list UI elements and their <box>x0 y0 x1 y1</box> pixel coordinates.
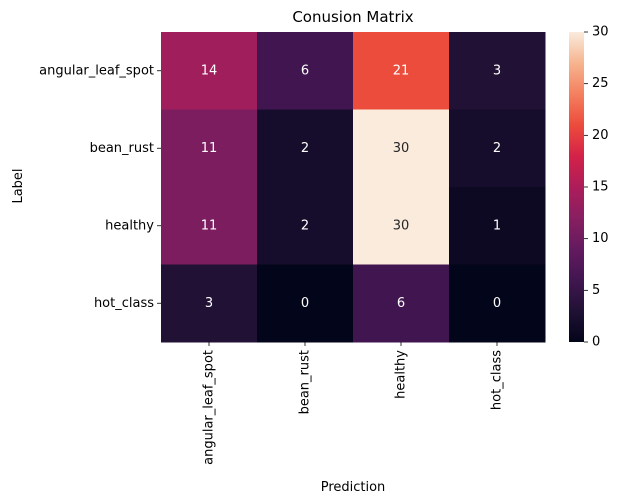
cell-value-label: 6 <box>397 296 405 311</box>
cell-value-label: 2 <box>493 141 501 156</box>
heatmap-cell <box>449 32 546 110</box>
cell-value-label: 21 <box>393 63 410 78</box>
cell-value-label: 11 <box>201 218 218 233</box>
colorbar-tick-label: 25 <box>592 76 609 91</box>
colorbar-gradient <box>569 32 584 342</box>
heatmap-cell <box>353 32 450 110</box>
cell-value-label: 30 <box>393 141 410 156</box>
colorbar: 0 5 10 15 20 25 30 <box>569 25 609 350</box>
y-tick-label: angular_leaf_spot <box>39 63 154 78</box>
heatmap-cell <box>161 109 258 188</box>
cell-value-label: 2 <box>301 218 309 233</box>
x-tick-label: bean_rust <box>298 350 313 414</box>
x-tick-label: hot_class <box>490 350 505 410</box>
cell-value-label: 6 <box>301 63 309 78</box>
x-tick-labels: angular_leaf_spot bean_rust healthy hot_cla… <box>202 342 505 465</box>
cell-value-label: 11 <box>201 141 218 156</box>
x-tick-label: angular_leaf_spot <box>202 350 217 465</box>
heatmap-cell <box>257 187 354 265</box>
heatmap-cells: 14 6 21 311 2 30 211 2 30 13 0 6 0 <box>161 32 546 343</box>
y-tick-label: bean_rust <box>90 141 154 156</box>
cell-value-label: 2 <box>301 141 309 156</box>
colorbar-tick-label: 30 <box>592 25 609 40</box>
colorbar-tick-label: 0 <box>592 335 600 350</box>
heatmap-cell <box>161 187 258 265</box>
colorbar-tick-label: 20 <box>592 128 609 143</box>
cell-value-label: 1 <box>493 218 501 233</box>
y-axis-title: Label <box>11 168 26 203</box>
chart-title: Conusion Matrix <box>292 8 413 26</box>
heatmap-cell <box>449 187 546 265</box>
heatmap-cell <box>353 264 450 343</box>
colorbar-tick-label: 5 <box>592 283 600 298</box>
heatmap-cell <box>449 109 546 188</box>
cell-value-label: 0 <box>493 296 501 311</box>
cell-value-label: 3 <box>493 63 501 78</box>
y-tick-label: healthy <box>105 218 154 233</box>
heatmap-cell <box>257 32 354 110</box>
heatmap-cell <box>353 187 450 265</box>
heatmap-cell <box>257 109 354 188</box>
cell-value-label: 14 <box>201 63 218 78</box>
y-tick-label: hot_class <box>94 296 154 311</box>
x-axis-title: Prediction <box>321 480 386 495</box>
heatmap-cell <box>161 32 258 110</box>
colorbar-tick-label: 15 <box>592 180 609 195</box>
x-tick-label: healthy <box>394 350 409 399</box>
heatmap-cell <box>449 264 546 343</box>
colorbar-tick-label: 10 <box>592 231 609 246</box>
heatmap-cell <box>257 264 354 343</box>
heatmap-cell <box>161 264 258 343</box>
heatmap-cell <box>353 109 450 188</box>
cell-value-label: 0 <box>301 296 309 311</box>
cell-value-label: 3 <box>205 296 213 311</box>
cell-value-label: 30 <box>393 218 410 233</box>
